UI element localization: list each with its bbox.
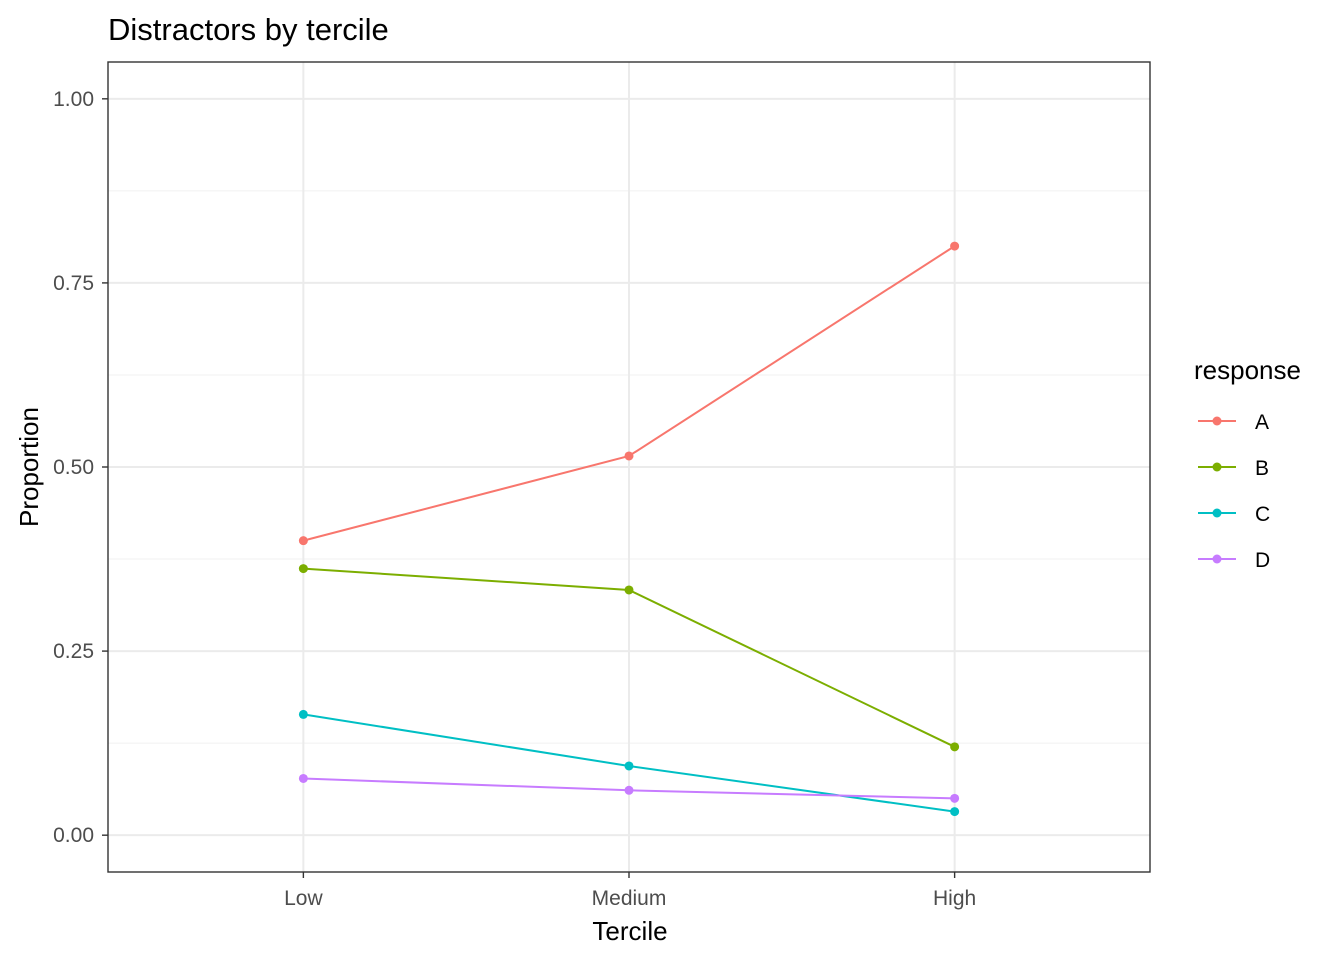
data-point-B bbox=[950, 742, 960, 752]
legend-item-A: A bbox=[1198, 411, 1269, 434]
y-tick-label: 0.75 bbox=[53, 272, 94, 295]
data-point-D bbox=[950, 793, 960, 803]
legend-label: D bbox=[1255, 549, 1270, 572]
data-point-B bbox=[624, 585, 634, 595]
legend-label: B bbox=[1255, 457, 1269, 480]
legend-item-D: D bbox=[1198, 549, 1270, 572]
y-axis: 0.00 0.25 0.50 0.75 1.00 bbox=[53, 88, 108, 847]
legend-key-point bbox=[1212, 554, 1222, 564]
legend-item-B: B bbox=[1198, 457, 1269, 480]
x-tick-label: Low bbox=[284, 887, 323, 910]
x-tick-label: High bbox=[933, 887, 976, 910]
legend-label: C bbox=[1255, 503, 1270, 526]
major-gridlines bbox=[108, 62, 1150, 872]
series-B bbox=[298, 564, 960, 752]
x-tick-label: Medium bbox=[592, 887, 667, 910]
data-point-A bbox=[624, 451, 634, 461]
data-point-A bbox=[298, 536, 308, 546]
y-tick-label: 1.00 bbox=[53, 88, 94, 111]
data-point-D bbox=[624, 785, 634, 795]
data-point-C bbox=[298, 709, 308, 719]
legend-label: A bbox=[1255, 411, 1269, 434]
legend-key-point bbox=[1212, 462, 1222, 472]
y-tick-label: 0.25 bbox=[53, 640, 94, 663]
series-A bbox=[298, 241, 960, 546]
legend-item-C: C bbox=[1198, 503, 1270, 526]
x-axis-title: Tercile bbox=[592, 916, 667, 946]
data-point-A bbox=[950, 241, 960, 251]
legend-title: response bbox=[1194, 355, 1301, 385]
y-tick-label: 0.00 bbox=[53, 824, 94, 847]
chart-title: Distractors by tercile bbox=[108, 12, 389, 47]
y-tick-label: 0.50 bbox=[53, 456, 94, 479]
series-D bbox=[298, 773, 960, 803]
data-point-C bbox=[950, 807, 960, 817]
x-axis: Low Medium High bbox=[284, 872, 976, 910]
series-lines bbox=[298, 241, 960, 817]
y-axis-title: Proportion bbox=[14, 407, 44, 527]
legend-key-point bbox=[1212, 508, 1222, 518]
legend-key-point bbox=[1212, 416, 1222, 426]
data-point-B bbox=[298, 564, 308, 574]
data-point-D bbox=[298, 773, 308, 783]
data-point-C bbox=[624, 761, 634, 771]
